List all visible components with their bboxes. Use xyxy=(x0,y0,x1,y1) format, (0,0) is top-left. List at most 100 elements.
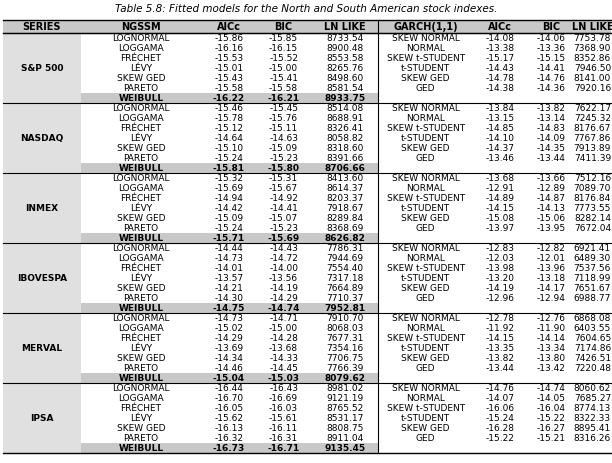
Text: 7664.89: 7664.89 xyxy=(326,284,364,293)
Text: -15.46: -15.46 xyxy=(214,104,244,113)
Text: NORMAL: NORMAL xyxy=(406,394,445,402)
Text: 8733.54: 8733.54 xyxy=(326,34,364,43)
Text: -14.28: -14.28 xyxy=(269,334,298,343)
Text: IPSA: IPSA xyxy=(30,413,53,422)
Text: -13.14: -13.14 xyxy=(536,114,565,123)
Text: -12.03: -12.03 xyxy=(485,254,515,263)
Text: -14.10: -14.10 xyxy=(485,134,515,143)
Text: -13.82: -13.82 xyxy=(536,104,565,113)
Text: -13.46: -13.46 xyxy=(485,154,515,163)
Text: -15.62: -15.62 xyxy=(214,413,244,422)
Text: BIC: BIC xyxy=(542,22,560,32)
Text: 7706.75: 7706.75 xyxy=(326,354,364,363)
Text: -15.22: -15.22 xyxy=(536,413,565,422)
Text: -14.72: -14.72 xyxy=(269,254,298,263)
Text: 8368.69: 8368.69 xyxy=(326,224,364,233)
Text: SKEW GED: SKEW GED xyxy=(117,214,165,223)
Text: SKEW t-STUDENT: SKEW t-STUDENT xyxy=(387,334,465,343)
Text: FRÉCHET: FRÉCHET xyxy=(121,264,162,273)
Text: NORMAL: NORMAL xyxy=(406,254,445,263)
Text: 8514.08: 8514.08 xyxy=(326,104,364,113)
Text: -15.80: -15.80 xyxy=(267,164,300,173)
Text: WEIBULL: WEIBULL xyxy=(119,94,163,103)
Text: NORMAL: NORMAL xyxy=(406,324,445,332)
Text: -15.81: -15.81 xyxy=(213,164,245,173)
Text: LÉVY: LÉVY xyxy=(130,134,152,143)
Text: -14.19: -14.19 xyxy=(269,284,298,293)
Text: -12.01: -12.01 xyxy=(536,254,565,263)
Text: t-STUDENT: t-STUDENT xyxy=(401,134,450,143)
Text: 7710.37: 7710.37 xyxy=(326,294,364,303)
Text: -14.01: -14.01 xyxy=(214,264,244,273)
Text: -13.44: -13.44 xyxy=(536,154,565,163)
Bar xyxy=(3,174,81,244)
Text: 8706.66: 8706.66 xyxy=(324,164,365,173)
Text: -15.01: -15.01 xyxy=(214,64,244,73)
Text: -15.04: -15.04 xyxy=(213,374,245,382)
Text: -16.44: -16.44 xyxy=(215,383,244,393)
Bar xyxy=(81,94,378,104)
Text: -15.71: -15.71 xyxy=(213,234,245,243)
Text: LÉVY: LÉVY xyxy=(130,274,152,283)
Text: -15.78: -15.78 xyxy=(214,114,244,123)
Text: -16.06: -16.06 xyxy=(485,404,515,413)
Text: 6921.41: 6921.41 xyxy=(574,244,611,253)
Text: 7651.67: 7651.67 xyxy=(573,284,611,293)
Text: -14.43: -14.43 xyxy=(269,244,298,253)
Text: -14.46: -14.46 xyxy=(215,363,244,373)
Text: 7512.16: 7512.16 xyxy=(574,174,611,183)
Text: -13.82: -13.82 xyxy=(485,354,515,363)
Text: LOGGAMA: LOGGAMA xyxy=(118,184,164,193)
Text: -11.90: -11.90 xyxy=(536,324,565,332)
Text: -15.85: -15.85 xyxy=(269,34,298,43)
Text: FRÉCHET: FRÉCHET xyxy=(121,404,162,413)
Text: SKEW t-STUDENT: SKEW t-STUDENT xyxy=(387,264,465,273)
Text: 8079.62: 8079.62 xyxy=(324,374,365,382)
Text: -16.69: -16.69 xyxy=(269,394,298,402)
Text: 7118.99: 7118.99 xyxy=(573,274,611,283)
Text: -14.87: -14.87 xyxy=(536,194,565,203)
Text: LOGNORMAL: LOGNORMAL xyxy=(113,244,170,253)
Text: -16.21: -16.21 xyxy=(267,94,300,103)
Text: -14.44: -14.44 xyxy=(215,244,244,253)
Text: 7753.78: 7753.78 xyxy=(573,34,611,43)
Text: -14.75: -14.75 xyxy=(213,304,245,313)
Text: -14.21: -14.21 xyxy=(215,284,244,293)
Text: -12.89: -12.89 xyxy=(536,184,565,193)
Bar xyxy=(81,303,378,313)
Text: 8318.60: 8318.60 xyxy=(326,144,364,153)
Text: LOGGAMA: LOGGAMA xyxy=(118,254,164,263)
Text: LOGNORMAL: LOGNORMAL xyxy=(113,174,170,183)
Text: -16.70: -16.70 xyxy=(214,394,244,402)
Text: -14.29: -14.29 xyxy=(215,334,244,343)
Bar xyxy=(3,313,81,383)
Text: 7677.31: 7677.31 xyxy=(326,334,364,343)
Text: -14.94: -14.94 xyxy=(215,194,244,203)
Text: SKEW NORMAL: SKEW NORMAL xyxy=(392,174,460,183)
Text: -16.31: -16.31 xyxy=(269,433,298,443)
Text: -13.68: -13.68 xyxy=(485,174,515,183)
Text: t-STUDENT: t-STUDENT xyxy=(401,274,450,283)
Text: 8981.02: 8981.02 xyxy=(326,383,364,393)
Text: 7767.86: 7767.86 xyxy=(573,134,611,143)
Text: SKEW t-STUDENT: SKEW t-STUDENT xyxy=(387,404,465,413)
Text: LOGNORMAL: LOGNORMAL xyxy=(113,314,170,323)
Text: PARETO: PARETO xyxy=(124,154,159,163)
Text: LÉVY: LÉVY xyxy=(130,413,152,422)
Text: -16.13: -16.13 xyxy=(214,424,244,432)
Text: -16.43: -16.43 xyxy=(269,383,298,393)
Text: 7920.16: 7920.16 xyxy=(574,84,611,93)
Text: 8498.60: 8498.60 xyxy=(326,74,364,83)
Text: SKEW GED: SKEW GED xyxy=(117,144,165,153)
Text: GARCH(1,1): GARCH(1,1) xyxy=(394,22,458,32)
Text: -15.23: -15.23 xyxy=(269,154,298,163)
Text: SKEW GED: SKEW GED xyxy=(401,284,450,293)
Bar xyxy=(3,104,81,174)
Text: 6489.30: 6489.30 xyxy=(574,254,611,263)
Text: -16.03: -16.03 xyxy=(269,404,298,413)
Text: SKEW GED: SKEW GED xyxy=(401,74,450,83)
Text: -14.64: -14.64 xyxy=(215,134,244,143)
Text: -13.97: -13.97 xyxy=(485,224,515,233)
Text: -14.74: -14.74 xyxy=(536,383,565,393)
Bar xyxy=(3,383,81,453)
